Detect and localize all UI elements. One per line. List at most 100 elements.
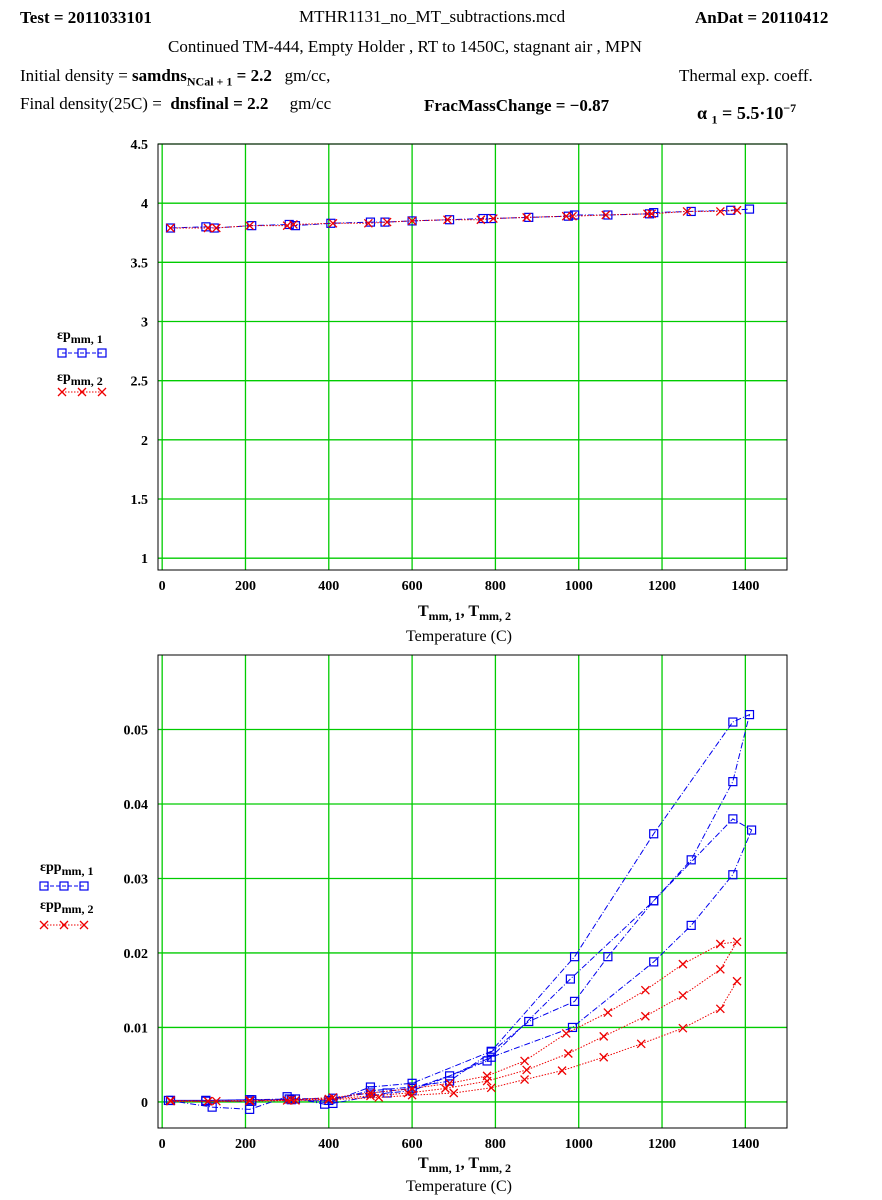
chart2-xlabel-sub: mm, 1 — [428, 1161, 461, 1176]
chart2-series-1-point — [649, 829, 659, 839]
chart2-series-2-point — [449, 1088, 459, 1098]
final-density-value: 2.2 — [247, 94, 269, 113]
chart2-series-2-point — [640, 1011, 650, 1021]
chart1-xtick-label: 600 — [402, 579, 423, 594]
chart1-series-2-point — [203, 223, 213, 233]
chart2-xtick-label: 0 — [159, 1137, 166, 1152]
chart2-series-2-point — [715, 964, 725, 974]
chart1-legend-2: εpmm, 2 — [57, 370, 103, 389]
chart2-legend-1-sub: mm, 1 — [61, 863, 94, 878]
chart2-xlabel: Tmm, 1, Tmm, 2 — [418, 1155, 512, 1176]
chart1-series-2-point — [443, 215, 452, 225]
chart1-series-2-point — [568, 211, 577, 221]
chart1-ytick-label: 4 — [141, 197, 148, 212]
chart2-series-1-point — [567, 1022, 578, 1033]
chart2-legend-1-marker — [79, 881, 89, 891]
chart2-series-2-point — [166, 1096, 175, 1106]
chart2-xtick-label: 1200 — [648, 1137, 676, 1152]
chart2-ytick-label: 0.03 — [124, 872, 149, 887]
chart2-legend-1-marker — [39, 881, 49, 891]
chart2-ytick-label: 0.04 — [124, 798, 149, 813]
chart2-series-2-point — [211, 1096, 221, 1106]
initial-density-unit: gm/cc, — [284, 66, 331, 85]
chart2-xtick-label: 1400 — [731, 1137, 759, 1152]
chart2-series-2-point — [520, 1056, 530, 1066]
chart1-series-2-point — [715, 206, 725, 216]
chart1-series-2-point — [288, 220, 298, 229]
chart2-series-1-point — [328, 1098, 338, 1109]
chart1-ytick-label: 3.5 — [131, 256, 149, 271]
chart2-xlabel-sub2: mm, 2 — [479, 1161, 512, 1176]
frac-mass-value: −0.87 — [569, 96, 610, 115]
chart1-ytick-label: 1 — [141, 552, 148, 567]
chart1-xtick-label: 400 — [318, 579, 339, 594]
chart1-series-2-point — [245, 221, 255, 231]
test-value: 2011033101 — [67, 8, 152, 27]
chart2-series-2-point — [599, 1031, 609, 1041]
chart2-ytick-label: 0 — [141, 1096, 148, 1111]
chart2-legend-2-marker — [39, 920, 49, 930]
chart1-series-2-point — [407, 216, 417, 226]
chart2-series-2-point — [291, 1095, 300, 1105]
chart2-xtick-label: 400 — [318, 1137, 339, 1152]
chart2-series-1-point — [486, 1052, 496, 1062]
chart1-series-1-point — [744, 204, 755, 214]
chart1-legend-1-name: εp — [57, 328, 71, 343]
chart2-series-1-point — [728, 777, 738, 787]
chart1-series-2-point — [732, 205, 742, 215]
chart2-xunits: Temperature (C) — [406, 1178, 512, 1195]
chart2-series-1-line — [168, 713, 753, 1110]
chart2-series-2-point — [678, 990, 688, 1000]
chart2-series-2-point — [203, 1096, 213, 1106]
chart2-legend-2: εppmm, 2 — [40, 898, 94, 917]
chart1-xlabel-sub: mm, 1 — [428, 609, 461, 624]
chart2-plot-area: 0 200 400 600 800 1000 1200 1400 0 0.01 0.02 0.03 0.… — [124, 654, 788, 1152]
chart2-series-2-line — [170, 941, 738, 1102]
chart2-series-2-point — [678, 959, 688, 969]
chart2-series-2-point — [407, 1090, 417, 1100]
chart2-xtick-label: 200 — [235, 1137, 256, 1152]
experiment-subtitle: Continued TM-444, Empty Holder , RT to 1… — [168, 37, 642, 56]
chart1-ytick-label: 2.5 — [131, 375, 149, 390]
chart2-series-2-point — [715, 939, 725, 949]
chart1-xtick-label: 1400 — [731, 579, 759, 594]
chart2-series-1-point — [444, 1071, 455, 1081]
chart1-xlabel-sub2: mm, 2 — [479, 609, 512, 624]
chart1-xlabel-var2: T — [468, 603, 480, 620]
chart2-series-1-point — [728, 870, 738, 880]
chart1-frame — [157, 143, 788, 571]
initial-density: Initial density = samdnsNCal + 1 = 2.2 g… — [20, 66, 331, 89]
chart2-series-1-point — [486, 1047, 496, 1057]
chart2-series-2-point — [636, 1039, 646, 1049]
chart1-legend-1-marker — [77, 348, 87, 358]
chart2-legend-1: εppmm, 1 — [40, 860, 94, 879]
chart2-ytick-label: 0.01 — [124, 1021, 149, 1036]
chart1-series-2-point — [522, 212, 532, 222]
derivative-chart: 0 200 400 600 800 1000 1200 1400 0 0.01 0.02 0.03 0.… — [39, 654, 788, 1152]
final-density-unit: gm/cc — [289, 94, 332, 113]
chart2-series-1-point — [524, 1016, 534, 1027]
chart2-series-1-point — [686, 855, 696, 865]
chart2-series-2-point — [522, 1065, 532, 1075]
chart2-ytick-label: 0.02 — [124, 947, 149, 962]
chart2-series-2-point — [403, 1088, 413, 1098]
analysis-date: AnDat = 20110412 — [695, 8, 829, 27]
chart1-legend-1-sub: mm, 1 — [70, 331, 103, 346]
chart1-ytick-label: 3 — [141, 316, 148, 331]
chart1-ytick-label: 1.5 — [131, 493, 149, 508]
chart2-series-2-point — [365, 1091, 375, 1101]
chart1-series-2-point — [601, 210, 611, 220]
chart2-xtick-label: 1000 — [565, 1137, 593, 1152]
chart2-series-2-point — [445, 1078, 455, 1088]
initial-density-label: Initial density = — [20, 66, 128, 85]
andat-value: 20110412 — [761, 8, 829, 27]
chart1-series-2-point — [382, 217, 392, 227]
chart2-series-2-point — [486, 1083, 496, 1093]
chart2-legend-2-marker — [79, 920, 89, 930]
chart2-series-2-point — [482, 1076, 492, 1086]
chart2-series-2-point — [732, 976, 742, 986]
chart2-legend-2-name: εpp — [40, 898, 62, 913]
chart2-xlabel-var: T — [418, 1155, 429, 1172]
chart2-series-2-point — [678, 1023, 688, 1033]
chart2-series-2-point — [732, 937, 742, 947]
